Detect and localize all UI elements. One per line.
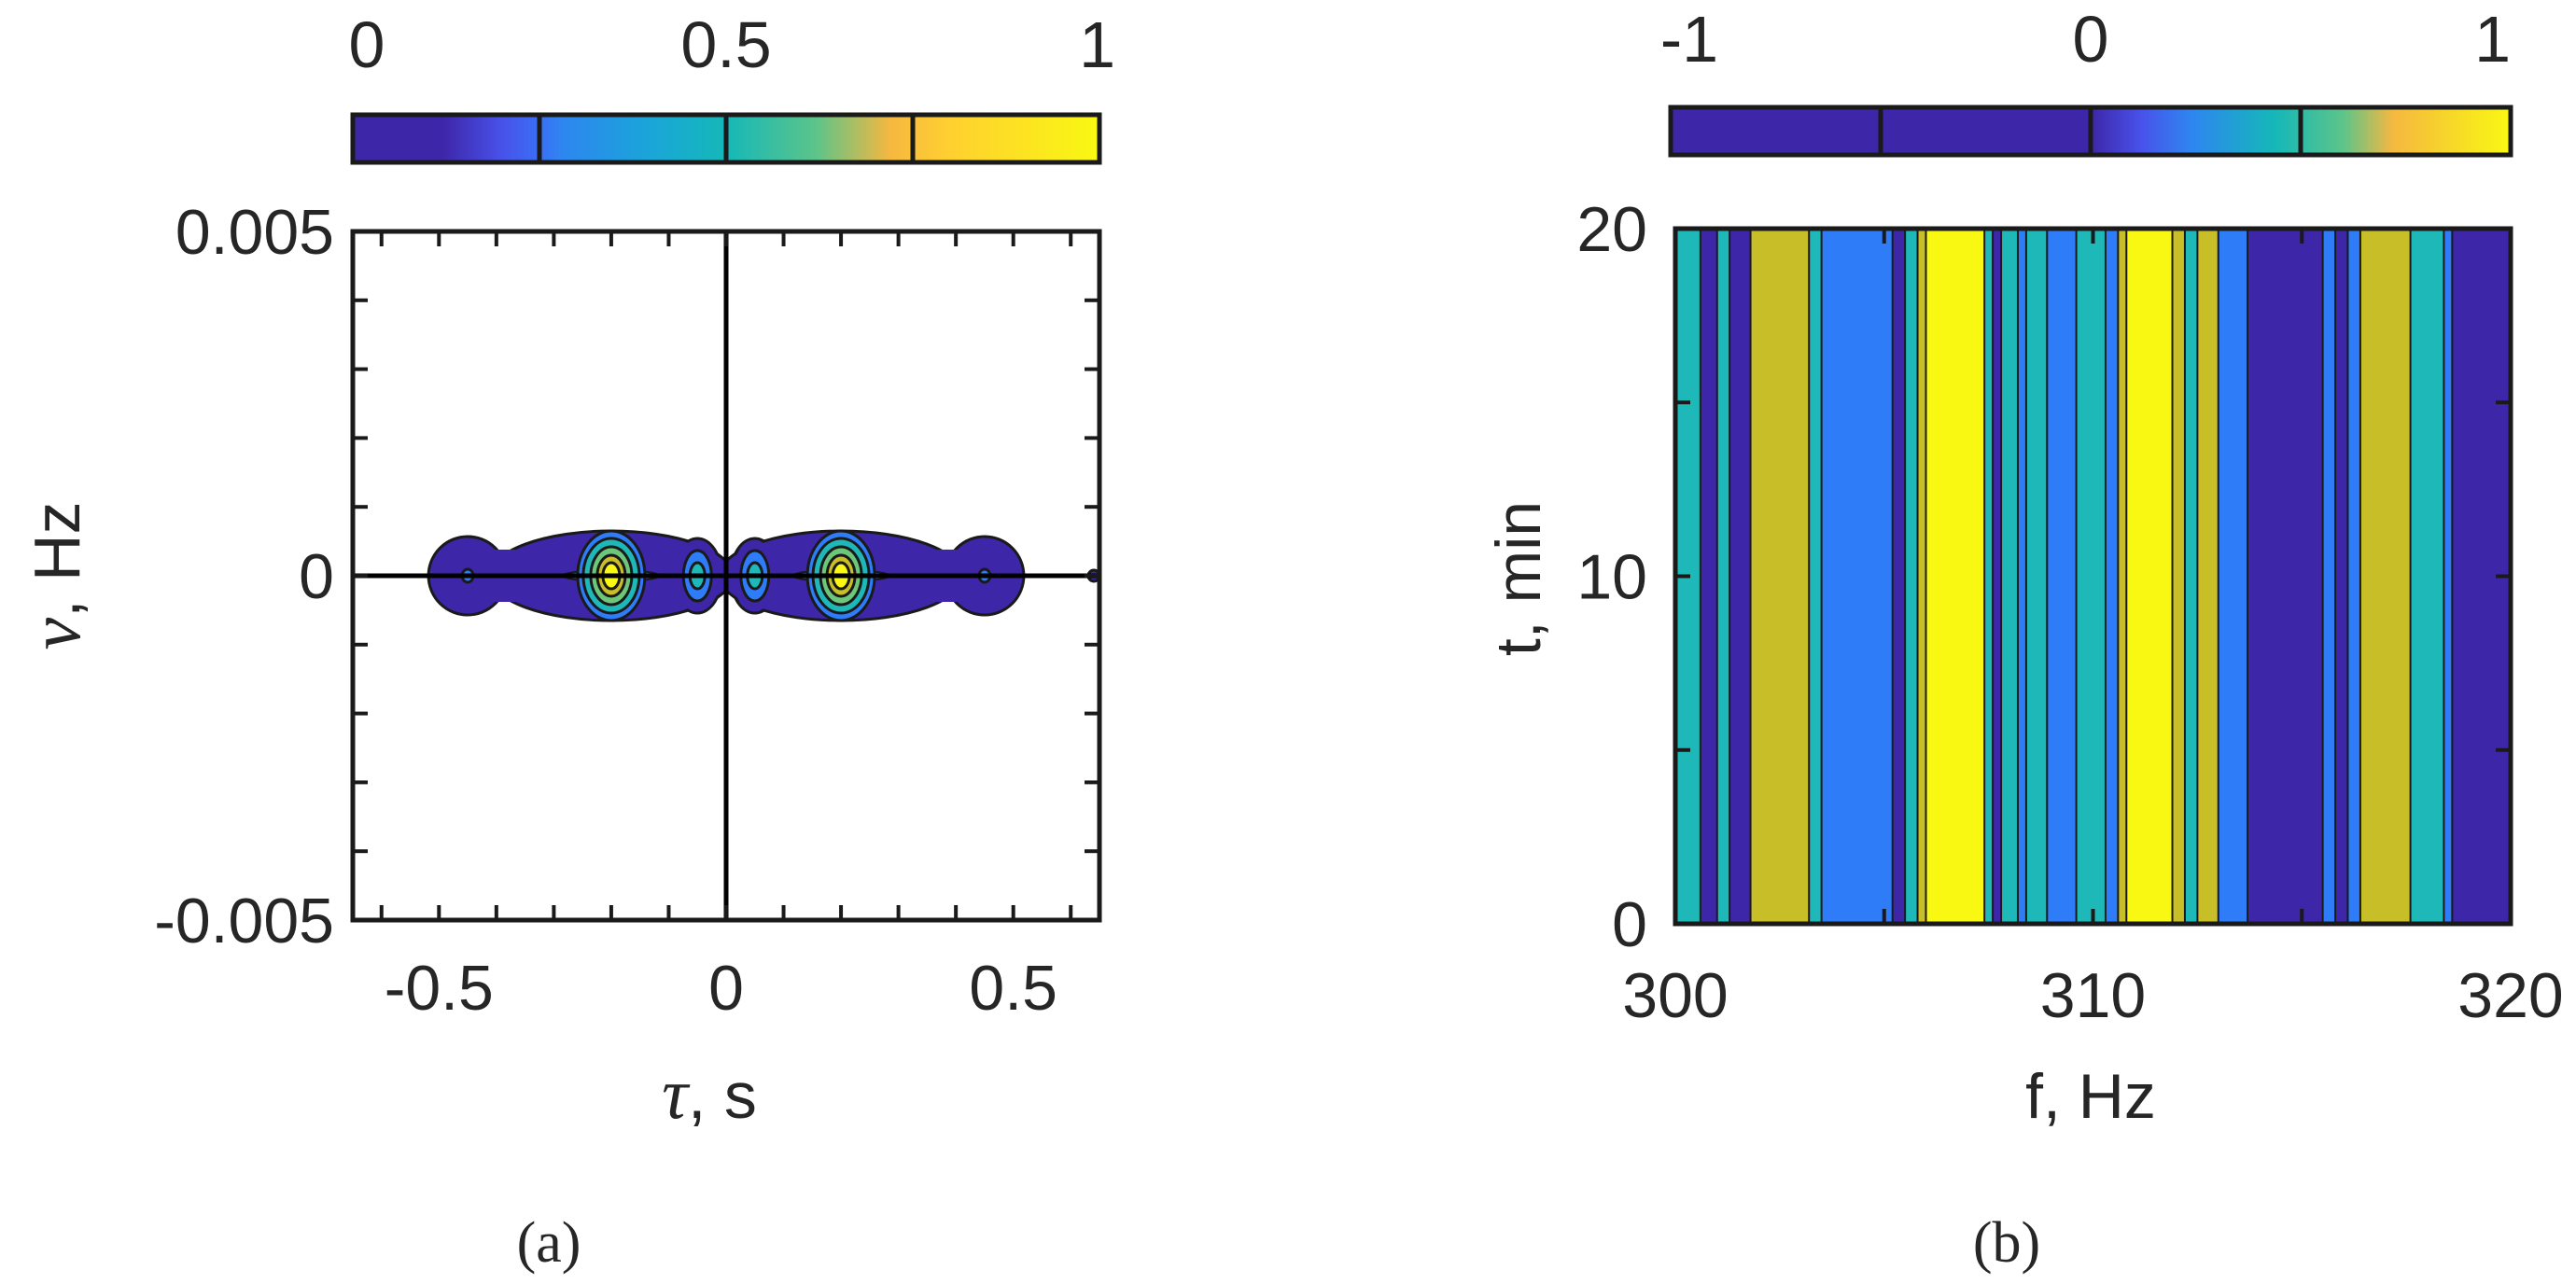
band-30 — [2410, 229, 2444, 924]
colorbar-b-tick-label: 0 — [2073, 3, 2109, 76]
band-23 — [2197, 229, 2219, 924]
y-tick-label-a: 0.005 — [175, 197, 334, 268]
x-tick-label-b: 300 — [1622, 960, 1728, 1031]
colorbar-a: 0 0.5 1 — [349, 8, 1115, 165]
band-7 — [1892, 229, 1906, 924]
band-16 — [2047, 229, 2077, 924]
colorbar-b-tick-label: -1 — [1660, 3, 1718, 76]
colorbar-b: -1 0 1 — [1660, 3, 2513, 158]
y-axis-label-a: ν, Hz — [14, 501, 95, 649]
x-axis-label-b: f, Hz — [2025, 1061, 2156, 1132]
band-15 — [2025, 229, 2048, 924]
band-31 — [2443, 229, 2453, 924]
x-tick-label-b: 320 — [2457, 960, 2563, 1031]
band-14 — [2017, 229, 2026, 924]
band-22 — [2184, 229, 2198, 924]
colorbar-b-ticks: -1 0 1 — [1660, 3, 2511, 76]
x-tick-label-a: -0.5 — [385, 953, 494, 1024]
caption-a: (a) — [517, 1211, 581, 1275]
plot-area-a: -0.5 0 0.5 -0.005 0 0.005 — [154, 197, 1102, 1024]
band-12 — [1993, 229, 2002, 924]
band-4 — [1750, 229, 1810, 924]
band-10 — [1925, 229, 1985, 924]
caption-b: (b) — [1973, 1211, 2040, 1275]
band-27 — [2335, 229, 2348, 924]
x-axis-label-a: τ, s — [662, 1053, 757, 1134]
x-tick-label-a: 0.5 — [969, 953, 1057, 1024]
band-11 — [1984, 229, 1994, 924]
y-axis-label-b: t, min — [1483, 501, 1554, 656]
x-tick-label-a: 0 — [708, 953, 744, 1024]
band-26 — [2322, 229, 2336, 924]
band-5 — [1809, 229, 1822, 924]
band-28 — [2347, 229, 2360, 924]
x-tick-label-b: 310 — [2040, 960, 2146, 1031]
band-20 — [2126, 229, 2173, 924]
band-13 — [2001, 229, 2018, 924]
band-18 — [2105, 229, 2119, 924]
band-3 — [1729, 229, 1751, 924]
colorbar-b-tick-label: 1 — [2474, 3, 2511, 76]
axis-ticks-b: 300 310 320 0 10 20 — [1576, 194, 2563, 1031]
y-tick-label-b: 10 — [1576, 542, 1647, 613]
plot-area-b: 300 310 320 0 10 20 — [1576, 194, 2563, 1031]
axis-ticks-a: -0.5 0 0.5 -0.005 0 0.005 — [154, 197, 1099, 1024]
colorbar-a-ticks: 0 0.5 1 — [349, 8, 1115, 81]
band-21 — [2172, 229, 2185, 924]
band-9 — [1917, 229, 1926, 924]
frequency-bands — [1674, 229, 2511, 924]
band-29 — [2359, 229, 2411, 924]
band-6 — [1821, 229, 1893, 924]
y-tick-label-a: -0.005 — [154, 886, 334, 956]
band-24 — [2218, 229, 2248, 924]
band-25 — [2247, 229, 2323, 924]
band-17 — [2076, 229, 2106, 924]
y-tick-label-b: 0 — [1612, 889, 1647, 960]
y-tick-label-a: 0 — [299, 541, 334, 612]
panel-b: -1 0 1 300 310 320 0 10 20 t, min f, Hz (b) — [1483, 3, 2564, 1275]
band-2 — [1716, 229, 1730, 924]
colorbar-a-tick-label: 1 — [1079, 8, 1115, 81]
y-tick-label-b: 20 — [1576, 194, 1647, 265]
band-19 — [2118, 229, 2127, 924]
band-8 — [1905, 229, 1918, 924]
band-1 — [1700, 229, 1717, 924]
colorbar-a-tick-label: 0.5 — [680, 8, 771, 81]
colorbar-a-tick-label: 0 — [349, 8, 385, 81]
